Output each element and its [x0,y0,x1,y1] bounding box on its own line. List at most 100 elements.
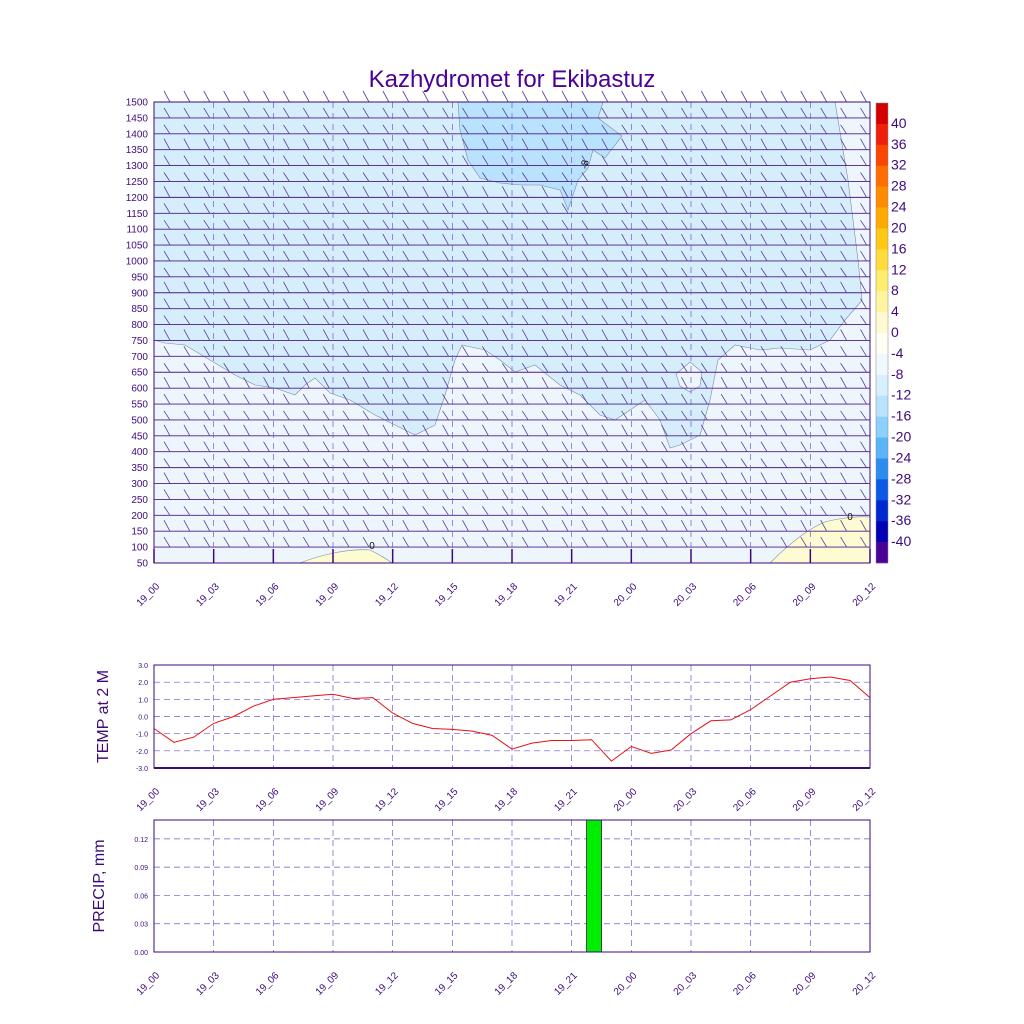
wind-barb [322,393,330,405]
wind-barb [501,363,509,373]
wind-barb [541,298,549,309]
wind-barb [700,267,708,278]
wind-barb [860,124,867,135]
wind-barb [482,90,489,103]
wind-barb [780,138,788,150]
wind-barb [681,376,688,389]
wind-barb [442,90,449,103]
wind-barb [243,172,250,182]
y-tick-label: -3.0 [136,766,148,773]
wind-barb [621,186,629,198]
wind-barb [223,424,231,437]
wind-barb [422,281,430,293]
wind-barb [302,124,310,135]
wind-barb [740,424,748,437]
wind-barb [382,281,390,293]
wind-barb [601,393,609,405]
wind-barb [840,186,847,198]
wind-barb [163,520,171,532]
wind-barb [442,536,449,548]
wind-barb [621,315,629,325]
wind-barb [482,472,489,484]
wind-barb [780,536,788,548]
wind-barbs [163,90,867,548]
wind-barb [681,107,688,119]
wind-barb [362,363,370,373]
wind-barb [243,441,250,452]
wind-barb [700,458,708,468]
wind-barb [581,489,589,500]
wind-barb [860,329,867,341]
wind-barb [462,441,469,452]
wind-barb [541,441,549,452]
wind-barb [402,298,410,309]
wind-barb [422,410,430,421]
wind-barb [302,267,310,278]
wind-barb [581,90,589,103]
wind-barb [342,155,350,166]
wind-barb [740,376,748,389]
wind-barb [223,250,231,262]
wind-barb [342,250,350,262]
wind-barb [840,441,847,452]
wind-barb [641,250,648,262]
wind-barb [641,393,648,405]
wind-barb [720,458,728,468]
wind-barb [163,315,171,325]
wind-barb [661,410,668,421]
warm-pocket [675,361,703,393]
wind-barb [163,203,171,214]
x-tick-label: 19_06 [254,786,282,814]
wind-barb [402,458,410,468]
y-tick-label: -2.0 [136,749,148,756]
wind-barb [422,186,430,198]
wind-barb [183,363,191,373]
wind-barb [661,203,668,214]
wind-barb [223,172,231,182]
wind-barb [681,250,688,262]
wind-barb [760,172,768,182]
wind-barb [621,520,629,532]
wind-barb [263,267,270,278]
colorbar-frame [875,102,889,564]
wind-barb [661,315,668,325]
wind-barb [482,506,489,516]
x-tick-label: 20_12 [851,970,879,998]
wind-barb [342,506,350,516]
wind-barb [442,219,449,230]
wind-barb [382,138,390,150]
wind-barb [541,472,549,484]
x-tick-label: 19_15 [433,786,461,814]
wind-barb [402,107,410,119]
y-tick-label: 0.09 [134,865,148,872]
wind-barb [800,329,808,341]
wind-barb [760,346,768,357]
wind-barb [203,520,211,532]
wind-barb [283,506,290,516]
wind-barb [263,506,270,516]
wind-barb [621,506,629,516]
wind-barb [700,424,708,437]
y-tick-label: 750 [131,336,148,347]
wind-barb [243,138,250,150]
wind-barb [621,107,629,119]
wind-barb [740,393,748,405]
wind-barb [521,219,529,230]
y-tick-label: 1050 [126,241,149,252]
y-tick-label: 1400 [126,129,149,140]
wind-barb [601,410,609,421]
wind-barb [641,424,648,437]
wind-barb [720,298,728,309]
wind-barb [740,186,748,198]
wind-barb [422,138,430,150]
wind-barb [462,506,469,516]
wind-barb [800,363,808,373]
wind-barb [263,376,270,389]
wind-barb [720,281,728,293]
colorbar-label: -28 [891,470,911,486]
wind-barb [243,393,250,405]
wind-barb [322,219,330,230]
precip-bar [586,819,602,953]
wind-barb [322,536,330,548]
y-tick-label: 0.12 [134,837,148,844]
